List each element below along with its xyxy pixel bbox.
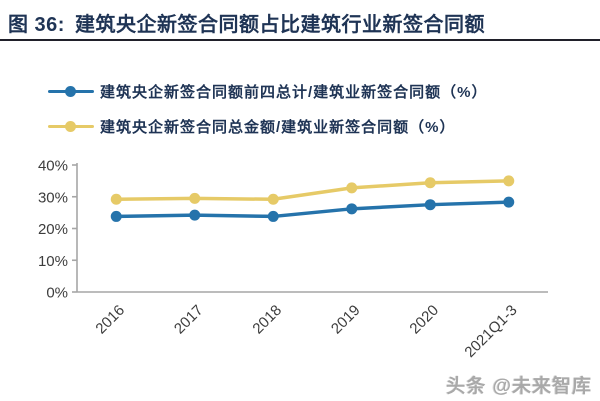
- x-tick-label: 2016: [92, 302, 128, 338]
- data-point: [267, 193, 279, 205]
- x-tick-label: 2019: [328, 302, 364, 338]
- figure-title: 图 36: 建筑央企新签合同额占比建筑行业新签合同额: [8, 8, 592, 37]
- x-tick-label: 2018: [249, 302, 285, 338]
- figure-title-text: 建筑央企新签合同额占比建筑行业新签合同额: [74, 14, 485, 36]
- y-tick-label: 40%: [38, 158, 68, 175]
- y-tick-label: 10%: [38, 253, 68, 270]
- data-point: [424, 199, 436, 211]
- data-point: [110, 210, 122, 222]
- data-point: [424, 177, 436, 189]
- data-point: [189, 192, 201, 204]
- line-chart: 0% 10% 20% 30% 40% 2016 2017 2018 2019 2020 2021Q1…: [0, 150, 600, 401]
- y-tick-label: 0%: [46, 285, 68, 302]
- series-line-1: [114, 200, 511, 219]
- watermark: 头条 @未来智库: [446, 376, 592, 397]
- legend-label-series1: 建筑央企新签合同额前四总计/建筑业新签合同额（%）: [100, 83, 488, 101]
- data-point: [346, 203, 358, 215]
- y-tick-label: 20%: [38, 221, 68, 238]
- legend-marker-series1-icon: [48, 85, 94, 97]
- legend-marker-series2-icon: [48, 120, 94, 132]
- data-point: [189, 209, 201, 221]
- data-point: [110, 193, 122, 205]
- x-tick-label: 2021Q1-3: [461, 302, 520, 361]
- line-chart-canvas: 0% 10% 20% 30% 40% 2016 2017 2018 2019 2020 2021Q1…: [38, 158, 548, 361]
- chart-legend: 建筑央企新签合同额前四总计/建筑业新签合同额（%） 建筑央企新签合同总金额/建筑…: [48, 78, 488, 148]
- data-point: [503, 196, 515, 208]
- y-tick-label: 30%: [38, 189, 68, 206]
- data-point: [267, 210, 279, 222]
- legend-label-series2: 建筑央企新签合同总金额/建筑业新签合同额（%）: [100, 118, 456, 136]
- data-point: [503, 175, 515, 187]
- figure-number-label: 图 36:: [8, 14, 65, 36]
- legend-item-series2: 建筑央企新签合同总金额/建筑业新签合同额（%）: [48, 113, 488, 139]
- legend-item-series1: 建筑央企新签合同额前四总计/建筑业新签合同额（%）: [48, 78, 488, 104]
- data-point: [346, 182, 358, 194]
- x-tick-label: 2017: [171, 302, 207, 338]
- series-line-2: [114, 179, 511, 202]
- figure-header: 图 36: 建筑央企新签合同额占比建筑行业新签合同额: [0, 0, 600, 41]
- x-tick-label: 2020: [406, 302, 442, 338]
